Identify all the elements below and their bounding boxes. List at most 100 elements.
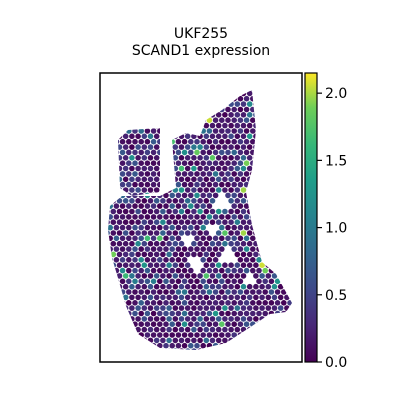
expression-spot — [113, 289, 120, 295]
expression-spot — [256, 90, 262, 91]
expression-spot — [147, 273, 154, 279]
expression-spot — [144, 128, 151, 134]
expression-spot — [144, 171, 151, 177]
expression-spot — [197, 144, 203, 150]
expression-spot — [181, 192, 188, 199]
expression-spot — [237, 192, 244, 199]
expression-spot — [206, 332, 213, 338]
expression-spot — [219, 106, 225, 113]
expression-spot — [271, 283, 278, 290]
expression-spot — [271, 165, 278, 172]
expression-spot — [212, 278, 219, 285]
expression-spot — [144, 203, 151, 209]
expression-spot — [256, 300, 262, 306]
expression-spot — [119, 224, 126, 231]
expression-spot — [253, 219, 259, 225]
expression-spot — [234, 101, 241, 107]
expression-spot — [116, 90, 123, 97]
expression-spot — [277, 273, 284, 279]
expression-spot — [256, 289, 262, 295]
expression-spot — [234, 273, 241, 279]
expression-spot — [169, 300, 175, 306]
expression-spot — [234, 144, 241, 150]
expression-spot — [253, 101, 259, 107]
expression-spot — [293, 311, 299, 317]
expression-spot — [172, 90, 179, 97]
expression-spot — [237, 246, 244, 252]
expression-spot — [250, 106, 256, 113]
expression-spot — [147, 101, 154, 107]
expression-spot — [153, 101, 160, 107]
expression-spot — [153, 165, 160, 172]
expression-spot — [113, 235, 120, 242]
expression-spot — [209, 187, 216, 193]
expression-spot — [194, 181, 200, 188]
expression-spot — [268, 257, 275, 263]
expression-spot — [200, 310, 206, 317]
expression-spot — [184, 348, 191, 350]
expression-spot — [243, 160, 250, 166]
expression-spot — [246, 219, 253, 225]
expression-spot — [188, 117, 194, 123]
expression-spot — [150, 267, 157, 274]
expression-spot — [287, 310, 292, 317]
expression-spot — [203, 262, 210, 269]
expression-spot — [219, 246, 225, 252]
expression-spot — [157, 171, 163, 177]
expression-spot — [225, 138, 231, 145]
expression-spot — [126, 342, 132, 349]
expression-spot — [225, 224, 231, 231]
expression-spot — [175, 332, 182, 338]
expression-spot — [175, 246, 182, 252]
expression-spot — [116, 251, 123, 258]
expression-spot — [215, 348, 222, 350]
expression-spot — [135, 90, 141, 97]
expression-spot — [237, 342, 244, 349]
expression-spot — [277, 90, 284, 97]
expression-spot — [129, 101, 135, 107]
expression-spot — [108, 305, 110, 311]
expression-spot — [277, 230, 284, 236]
expression-spot — [200, 235, 206, 242]
expression-spot — [135, 176, 141, 183]
expression-spot — [157, 117, 163, 123]
expression-spot — [169, 321, 175, 328]
expression-spot — [135, 316, 141, 322]
expression-spot — [290, 155, 292, 161]
expression-spot — [222, 112, 228, 118]
expression-spot — [147, 112, 154, 118]
expression-spot — [212, 160, 219, 166]
expression-spot — [178, 219, 185, 225]
expression-spot — [135, 122, 141, 129]
expression-spot — [163, 138, 169, 145]
expression-spot — [129, 240, 135, 247]
expression-spot — [219, 138, 225, 145]
expression-spot — [277, 337, 284, 344]
expression-spot — [200, 300, 206, 306]
expression-spot — [132, 321, 138, 328]
expression-spot — [197, 187, 203, 193]
expression-spot — [222, 316, 228, 322]
expression-spot — [246, 90, 253, 97]
expression-spot — [175, 181, 182, 188]
expression-spot — [116, 122, 123, 129]
expression-spot — [222, 187, 228, 193]
expression-spot — [284, 112, 290, 118]
expression-spot — [153, 240, 160, 247]
expression-spot — [122, 230, 129, 236]
expression-spot — [281, 257, 287, 263]
expression-spot — [126, 128, 132, 134]
expression-spot — [119, 181, 126, 188]
expression-spot — [237, 138, 244, 145]
expression-spot — [129, 316, 135, 322]
expression-spot — [277, 198, 284, 204]
expression-spot — [191, 112, 197, 118]
expression-spot — [234, 219, 241, 225]
expression-spot — [284, 294, 290, 301]
expression-spot — [219, 117, 225, 123]
expression-spot — [157, 192, 163, 199]
expression-spot — [287, 128, 292, 134]
expression-spot — [209, 101, 216, 107]
expression-spot — [163, 106, 169, 113]
expression-spot — [157, 181, 163, 188]
